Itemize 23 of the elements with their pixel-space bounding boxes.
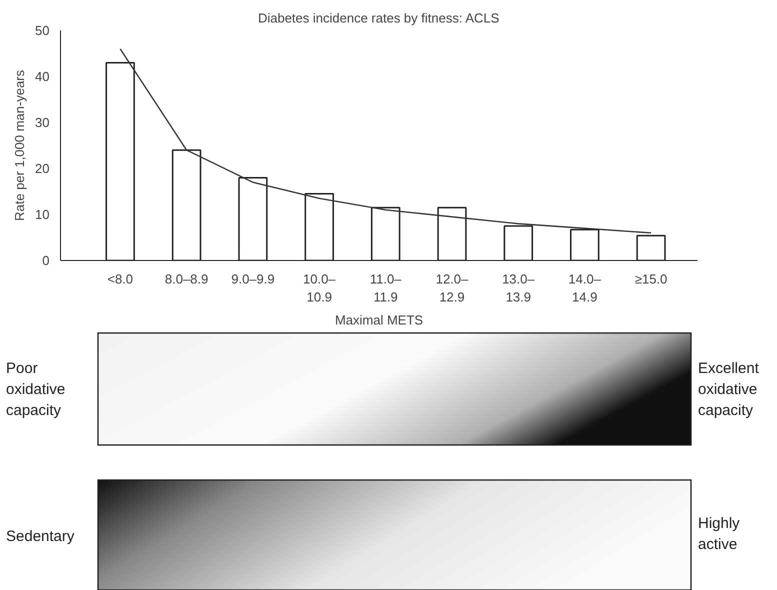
x-tick-label: 8.0–8.9 (164, 272, 208, 286)
line-series (120, 48, 652, 234)
text: Highly active (698, 514, 740, 555)
y-axis-title: Rate per 1,000 man-years (12, 69, 28, 222)
y-tick-label: 30 (35, 115, 50, 130)
y-tick-label: 40 (35, 69, 50, 84)
text: Sedentary (6, 527, 74, 547)
x-tick-label: 9.0–9.9 (231, 272, 275, 286)
y-tick-label: 20 (35, 161, 50, 176)
y-tick-label: 50 (35, 23, 50, 38)
x-tick-label: <8.0 (107, 272, 134, 286)
x-axis-title: Maximal METS (334, 312, 424, 328)
x-tick-label: 11.0– 11.9 (370, 272, 402, 304)
x-tick-label: 13.0– 13.9 (502, 272, 536, 304)
x-tick-label: 14.0– 14.9 (568, 272, 602, 304)
text: Excellent oxidative capacity (698, 359, 759, 421)
x-tick-label: 12.0– 12.9 (436, 272, 470, 304)
text: Poor oxidative capacity (6, 359, 66, 421)
x-tick-label: 10.0– 10.9 (303, 272, 336, 304)
y-tick-label: 0 (42, 253, 50, 268)
chart-title: Diabetes incidence rates by fitness: ACLS (258, 10, 500, 26)
y-tick-label: 10 (35, 207, 50, 222)
x-tick-label: ≥15.0 (634, 272, 668, 286)
